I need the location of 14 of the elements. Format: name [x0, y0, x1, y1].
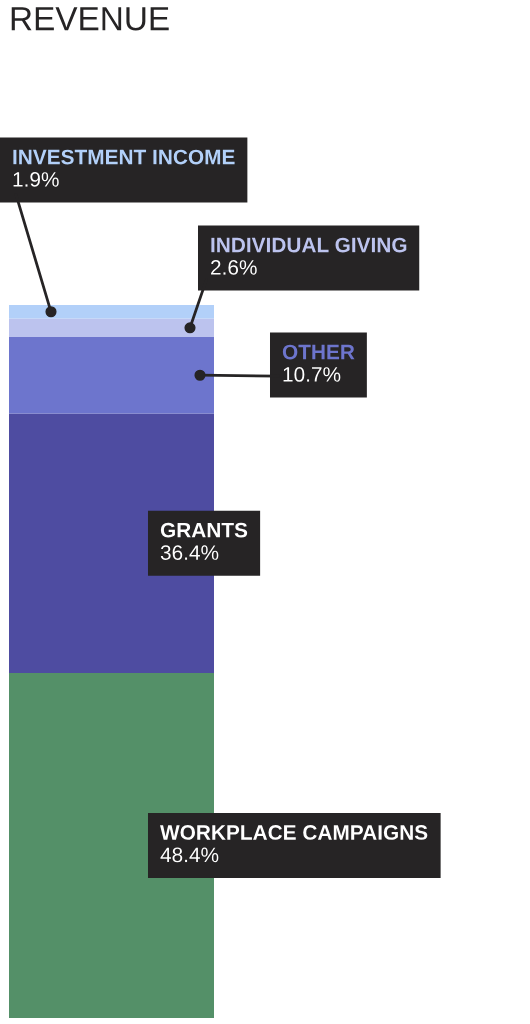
- data-label: 48.4%: [160, 847, 219, 863]
- bar: [9, 305, 214, 319]
- bar: [9, 337, 214, 414]
- text: INVESTMENT INCOME: [13, 149, 235, 165]
- data-label: 2.6%: [211, 260, 257, 275]
- data-label: 1.9%: [13, 172, 59, 187]
- data-label: 36.4%: [160, 545, 219, 560]
- text: WORKPLACE CAMPAIGNS: [160, 825, 428, 840]
- series-label: GRANTS: [160, 522, 248, 538]
- data-label: 10.7%: [283, 367, 341, 382]
- text: INDIVIDUAL GIVING: [211, 237, 407, 253]
- chart-title: REVENUE: [11, 7, 169, 31]
- bar: [9, 318, 214, 338]
- text: OTHER: [282, 344, 355, 360]
